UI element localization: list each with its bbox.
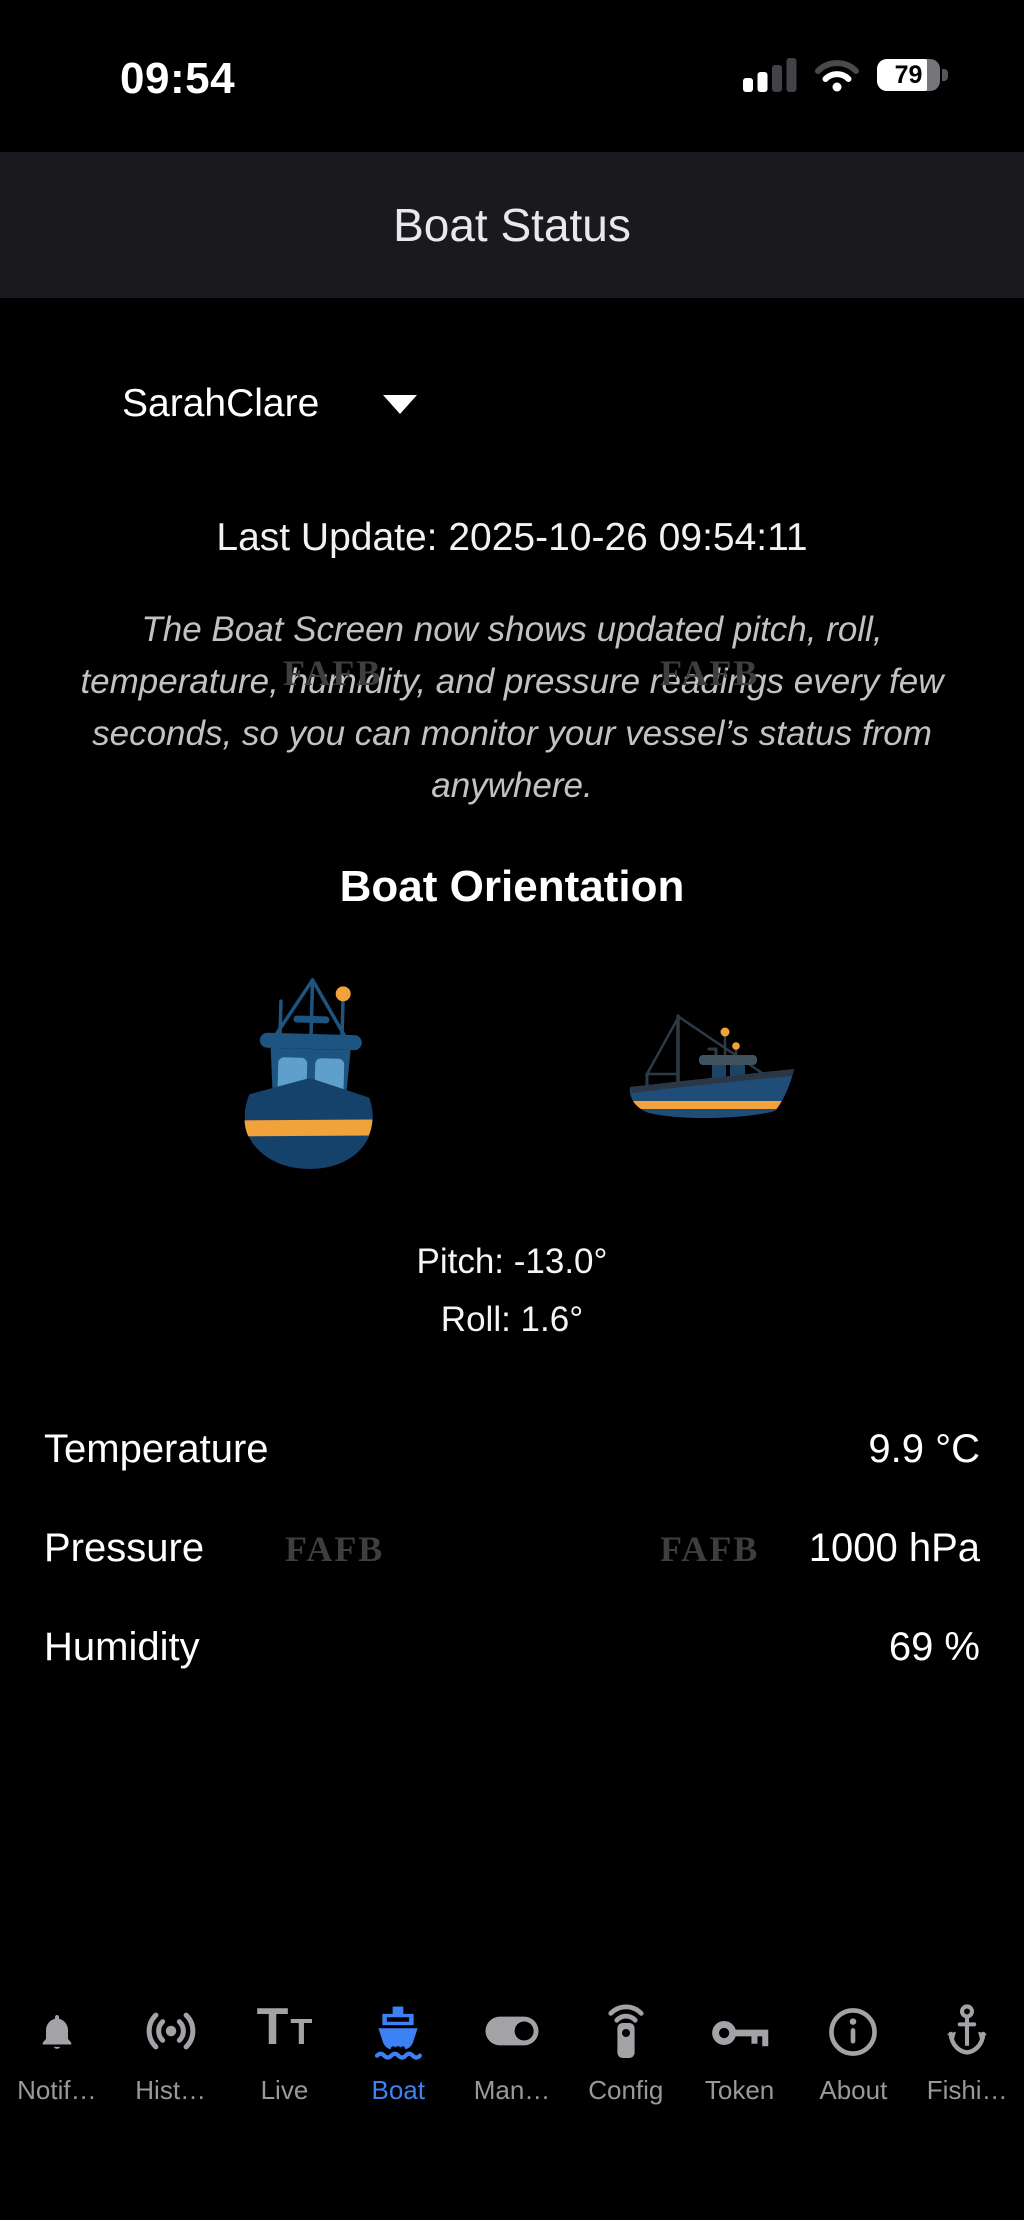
- battery-fill: [877, 59, 927, 91]
- tab-label: Boat: [371, 2075, 425, 2105]
- tab-label: Notif…: [17, 2075, 97, 2105]
- tab-label: Man…: [473, 2075, 551, 2105]
- pitch-value-text: Pitch: -13.0°: [416, 1242, 608, 1281]
- user-selector-value: SarahClare: [122, 382, 320, 425]
- tab-boat[interactable]: Boat: [341, 1985, 455, 2106]
- description-text: The Boat Screen now shows updated pitch,…: [80, 610, 944, 805]
- roll-value-text: Roll: 1.6°: [440, 1300, 584, 1339]
- battery-nub: [942, 69, 948, 81]
- reading-label: Humidity: [44, 1625, 200, 1669]
- boat-side-view-illustration: [629, 1014, 794, 1119]
- page-title: Boat Status: [393, 199, 631, 251]
- tab-manual[interactable]: Man…: [455, 1985, 569, 2106]
- anchor-icon: [947, 2004, 988, 2055]
- info-icon: [829, 2008, 878, 2056]
- tab-fishing[interactable]: Fishi…: [910, 1985, 1024, 2106]
- app-header: Boat Status: [0, 152, 1024, 298]
- tab-live[interactable]: T T Live: [228, 1985, 342, 2106]
- clock: 09:54: [120, 54, 236, 103]
- chevron-down-icon: [383, 394, 418, 414]
- reading-label: Temperature: [44, 1427, 269, 1471]
- bell-icon: [42, 2015, 72, 2049]
- broadcast-icon: [146, 2012, 196, 2050]
- table-row-temperature: Temperature 9.9 °C: [0, 1400, 1024, 1499]
- key-icon: [711, 2021, 768, 2047]
- orientation-heading: Boat Orientation: [339, 862, 685, 911]
- reading-label: Pressure: [44, 1526, 205, 1570]
- watermark: FAFB: [283, 653, 383, 693]
- watermark: FAFB: [660, 653, 760, 693]
- boat-front-view-illustration: [244, 978, 373, 1169]
- cellular-signal-icon: [743, 58, 797, 92]
- tab-label: Hist…: [135, 2075, 207, 2105]
- table-row-humidity: Humidity 69 %: [0, 1598, 1024, 1697]
- tab-label: Token: [704, 2075, 775, 2105]
- tab-label: Fishi…: [926, 2075, 1008, 2105]
- status-bar-icons: 79: [743, 58, 948, 100]
- tab-notifications[interactable]: Notif…: [0, 1985, 114, 2106]
- wifi-icon: [815, 60, 859, 92]
- reading-value: 1000 hPa: [808, 1526, 980, 1570]
- tab-label: Live: [260, 2075, 309, 2105]
- tab-history[interactable]: Hist…: [114, 1985, 228, 2106]
- boat-icon: [375, 2006, 423, 2060]
- tab-bar: Notif… Hist… T T: [0, 1985, 1024, 2106]
- battery-indicator: 79: [877, 59, 948, 91]
- last-update-text: Last Update: 2025-10-26 09:54:11: [216, 516, 808, 559]
- tab-token[interactable]: Token: [683, 1985, 797, 2106]
- sensor-readings-table: Temperature 9.9 °C Pressure 1000 hPa Hum…: [0, 1400, 1024, 1697]
- battery-percent: 79: [894, 60, 923, 89]
- tab-about[interactable]: About: [796, 1985, 910, 2106]
- live-text-icon: T T: [256, 1998, 313, 2056]
- toggle-icon: [485, 2016, 539, 2046]
- reading-value: 69 %: [888, 1625, 980, 1669]
- remote-icon: [608, 2004, 644, 2058]
- watermark: FAFB: [285, 1529, 385, 1569]
- tab-label: About: [819, 2075, 888, 2105]
- tab-config[interactable]: Config: [569, 1985, 683, 2106]
- table-row-pressure: Pressure 1000 hPa: [0, 1499, 1024, 1598]
- reading-value: 9.9 °C: [868, 1427, 980, 1471]
- tab-label: Config: [588, 2075, 664, 2105]
- watermark: FAFB: [660, 1529, 760, 1569]
- user-selector[interactable]: SarahClare: [122, 382, 418, 426]
